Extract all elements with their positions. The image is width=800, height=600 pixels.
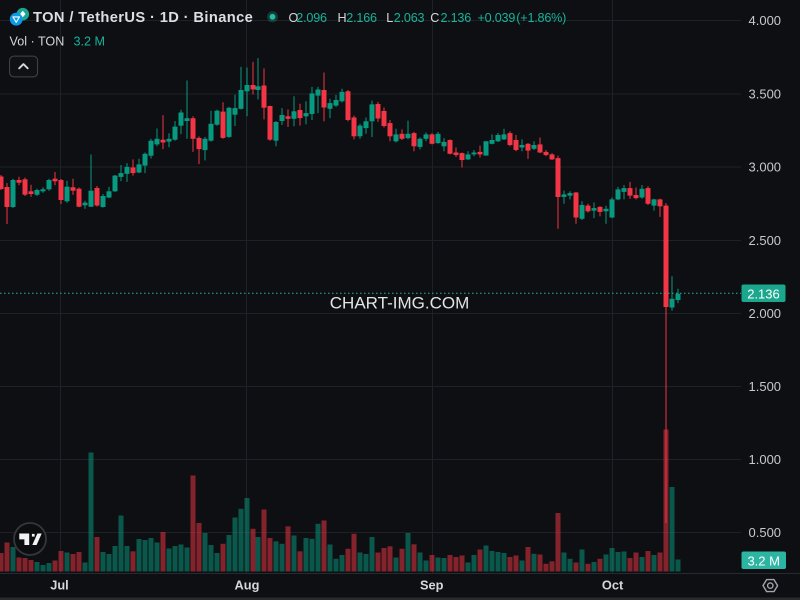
- svg-text:3.2 M: 3.2 M: [74, 35, 106, 49]
- svg-text:O: O: [289, 11, 299, 25]
- svg-text:3.500: 3.500: [749, 87, 782, 102]
- svg-text:+0.039: +0.039: [478, 11, 516, 25]
- svg-text:2.136: 2.136: [747, 286, 780, 301]
- svg-text:CHART-IMG.COM: CHART-IMG.COM: [330, 293, 469, 312]
- svg-text:TON / TetherUS · 1D · Binance: TON / TetherUS · 1D · Binance: [33, 10, 253, 26]
- svg-text:C: C: [430, 11, 439, 25]
- svg-text:2.096: 2.096: [296, 11, 327, 25]
- svg-text:3.000: 3.000: [749, 160, 782, 175]
- svg-text:2.166: 2.166: [346, 11, 377, 25]
- svg-text:0.500: 0.500: [749, 525, 782, 540]
- svg-text:L: L: [386, 11, 393, 25]
- svg-text:2.136: 2.136: [441, 11, 472, 25]
- svg-text:1.000: 1.000: [749, 452, 782, 467]
- svg-text:1.500: 1.500: [749, 379, 782, 394]
- svg-text:Jul: Jul: [50, 578, 69, 593]
- svg-text:Sep: Sep: [420, 578, 444, 593]
- svg-text:Oct: Oct: [602, 578, 624, 593]
- svg-text:Aug: Aug: [235, 578, 260, 593]
- svg-text:2.500: 2.500: [749, 233, 782, 248]
- svg-text:H: H: [338, 11, 347, 25]
- svg-text:(+1.86%): (+1.86%): [516, 11, 566, 25]
- svg-text:2.063: 2.063: [394, 11, 425, 25]
- svg-text:Vol · TON: Vol · TON: [10, 35, 65, 49]
- svg-text:4.000: 4.000: [749, 13, 782, 28]
- svg-text:3.2 M: 3.2 M: [747, 553, 780, 568]
- svg-text:2.000: 2.000: [749, 306, 782, 321]
